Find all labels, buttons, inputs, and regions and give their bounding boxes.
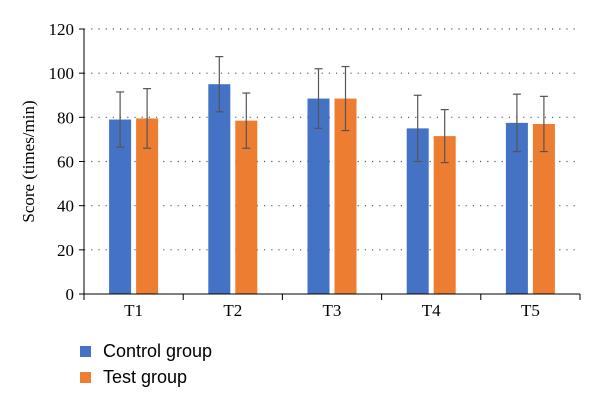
x-tick-label: T4 [422,301,441,320]
y-tick-label: 100 [49,64,75,83]
bar [334,98,357,294]
y-tick-label: 80 [57,108,74,127]
bar [235,120,258,294]
y-tick-label: 0 [66,285,75,304]
bar [406,128,429,294]
x-tick-label: T3 [323,301,342,320]
legend-swatch-test [80,371,91,383]
gridlines [84,28,580,251]
bar [532,123,555,294]
y-tick-label: 60 [57,153,74,172]
bar [505,122,528,295]
bar [208,84,231,294]
bar [109,119,132,295]
legend-label-control: Control group [103,340,213,361]
bar [307,98,330,294]
x-tick-label: T1 [124,301,143,320]
x-tick-label: T5 [521,301,540,320]
y-tick-label: 120 [49,20,75,39]
x-tick-label: T2 [223,301,242,320]
legend-item-test: Test group [80,364,212,390]
bar [433,136,456,294]
error-bars [116,56,548,164]
y-axis-ticks: 0 20 40 60 80 100 120 [49,20,84,304]
x-axis-ticks: T1 T2 T3 T4 T5 [83,294,581,320]
legend-swatch-control [80,345,91,357]
legend-label-test: Test group [103,366,188,387]
y-axis-title: Score (times/min) [19,100,38,222]
legend-item-control: Control group [80,338,212,364]
bar [136,118,159,294]
y-tick-label: 40 [57,197,74,216]
y-tick-label: 20 [57,241,74,260]
bars [109,84,555,295]
legend: Control group Test group [80,338,212,390]
